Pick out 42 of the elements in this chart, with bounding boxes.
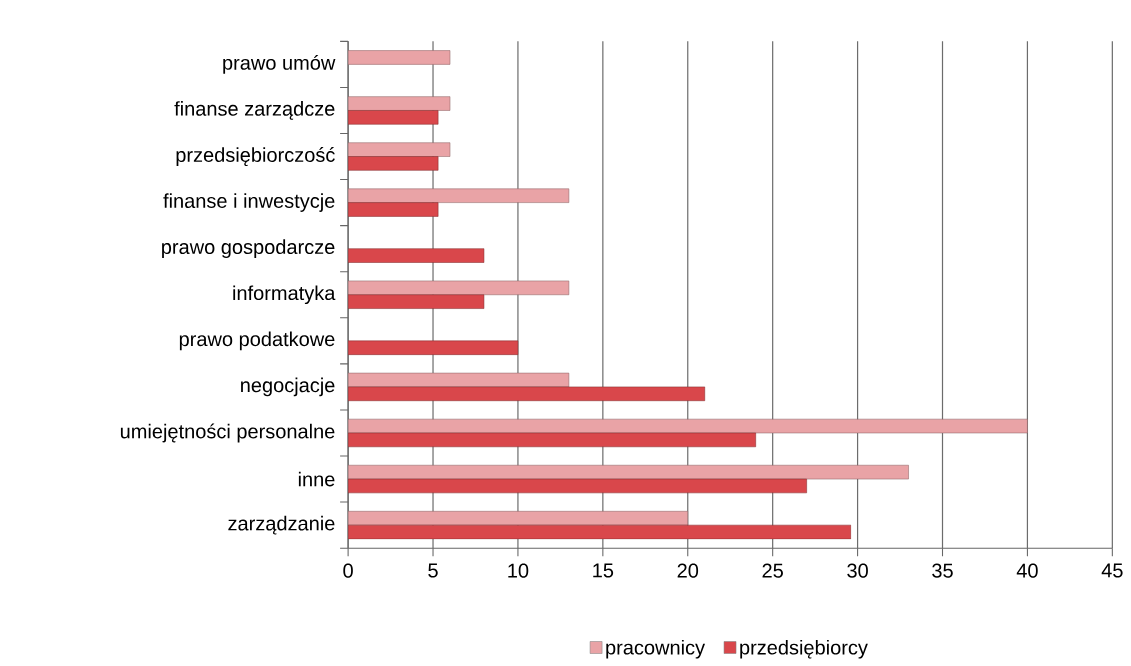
- y-tick-label: przedsiębiorczość: [176, 147, 335, 167]
- y-tick-label: prawo umów: [223, 55, 336, 75]
- bar: [348, 248, 485, 264]
- bar: [348, 525, 852, 540]
- bar: [348, 188, 570, 204]
- x-tick-label: 25: [762, 563, 783, 578]
- bar: [348, 280, 570, 296]
- bar: [348, 419, 1028, 434]
- x-tick-label: 35: [932, 563, 953, 578]
- y-tick-label: umiejętności personalne: [120, 423, 335, 443]
- y-tick-label: informatyka: [233, 285, 336, 305]
- bar: [348, 386, 706, 402]
- legend-label: przedsiębiorcy: [740, 640, 868, 659]
- y-tick-label: prawo gospodarcze: [162, 239, 335, 259]
- bar: [348, 294, 485, 310]
- x-tick-label: 20: [677, 563, 699, 578]
- y-tick-label: prawo podatkowe: [179, 331, 335, 351]
- y-tick-label: negocjacje: [241, 377, 335, 397]
- bar: [348, 202, 439, 217]
- x-tick-label: 10: [508, 563, 529, 578]
- x-tick-label: 0: [343, 563, 353, 578]
- bar: [348, 156, 439, 171]
- x-tick-label: 5: [428, 563, 438, 578]
- bar: [348, 479, 807, 494]
- bar: [348, 465, 909, 480]
- bar: [348, 50, 451, 65]
- bar: [348, 96, 451, 111]
- y-tick-label: finanse i inwestycje: [163, 193, 335, 213]
- x-tick-label: 15: [593, 563, 614, 578]
- legend-label: pracownicy: [606, 640, 706, 659]
- bar: [348, 110, 439, 125]
- bar: [348, 373, 570, 388]
- bar: [348, 432, 756, 448]
- y-tick-label: inne: [298, 471, 335, 487]
- bar: [348, 511, 689, 526]
- x-tick-label: 40: [1016, 563, 1038, 578]
- x-tick-label: 30: [847, 563, 868, 578]
- x-tick-label: 45: [1101, 563, 1123, 578]
- bar: [348, 340, 519, 356]
- y-tick-label: zarządzanie: [228, 516, 335, 535]
- bar: [348, 142, 451, 158]
- y-tick-label: finanse zarządcze: [174, 101, 335, 121]
